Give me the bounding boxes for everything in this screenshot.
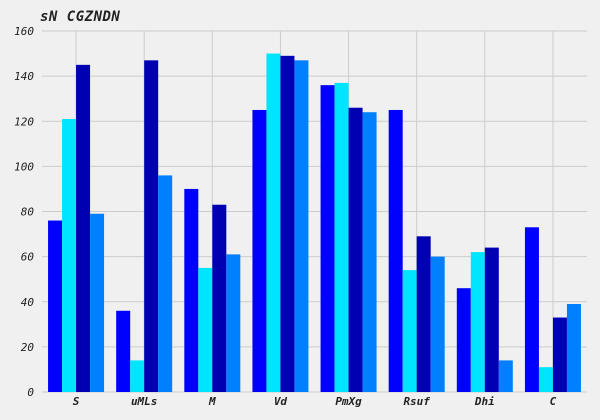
y-tick-label: 140 — [14, 70, 34, 83]
y-tick-label: 60 — [21, 251, 35, 264]
bar — [430, 256, 445, 392]
y-tick-label: 0 — [27, 386, 34, 399]
bar — [62, 118, 77, 393]
x-tick-label: S — [73, 395, 80, 408]
bar — [266, 53, 281, 392]
bar — [158, 175, 173, 392]
bar — [226, 254, 241, 392]
bar — [212, 204, 227, 392]
bar — [144, 60, 159, 393]
y-tick-label: 40 — [21, 296, 35, 309]
bar — [566, 304, 581, 392]
y-tick-label: 120 — [14, 115, 34, 128]
bar — [334, 82, 349, 393]
x-tick-label: M — [208, 395, 216, 408]
x-tick-label: Dhi — [474, 395, 495, 408]
bar — [130, 360, 145, 392]
bar — [198, 267, 213, 392]
x-tick-label: Vd — [274, 395, 288, 408]
bar — [402, 270, 417, 392]
bar — [116, 310, 131, 392]
x-tick-label: PmXg — [335, 395, 362, 408]
bar — [416, 236, 431, 392]
bar — [362, 112, 377, 392]
bar — [552, 317, 567, 392]
bar — [252, 109, 267, 392]
bar — [470, 252, 485, 392]
x-tick-label: C — [550, 395, 557, 408]
chart-title: sN CGZNDN — [40, 9, 121, 25]
bar — [348, 107, 363, 393]
bar — [320, 85, 335, 393]
bar — [48, 220, 63, 392]
y-tick-label: 80 — [21, 206, 35, 219]
bar — [524, 227, 539, 392]
bar — [388, 109, 403, 392]
x-tick-label: Rsuf — [403, 395, 430, 408]
bar — [538, 367, 553, 392]
y-tick-label: 20 — [21, 341, 35, 354]
bar — [280, 55, 295, 392]
bar — [498, 360, 513, 392]
bar — [90, 213, 105, 392]
bar — [484, 247, 499, 392]
y-tick-label: 100 — [14, 160, 34, 173]
bar — [294, 60, 309, 393]
x-tick-label: uMLs — [131, 395, 158, 408]
bar — [184, 188, 199, 392]
bar — [456, 288, 471, 392]
bar — [76, 64, 91, 392]
y-tick-label: 160 — [14, 25, 34, 38]
